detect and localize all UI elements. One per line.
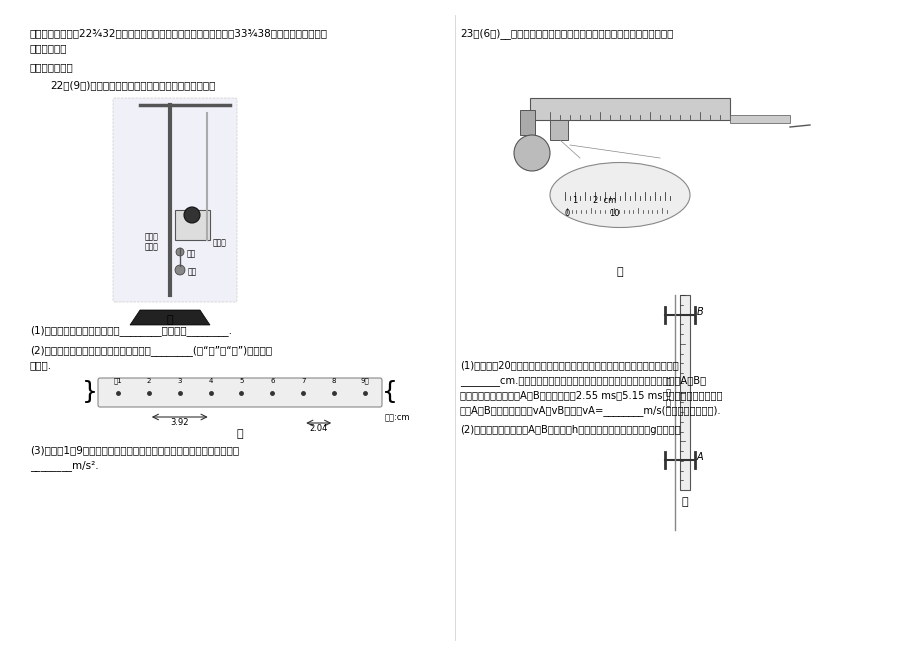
Text: 2.04: 2.04	[309, 424, 327, 433]
Text: 乙: 乙	[236, 429, 243, 439]
Ellipse shape	[550, 162, 689, 228]
Bar	[529, 98, 729, 120]
Text: 甲: 甲	[166, 315, 173, 325]
Text: 6: 6	[270, 378, 275, 385]
Text: 一纸带: 一纸带	[213, 238, 227, 247]
Bar	[729, 115, 789, 123]
Text: 3: 3	[177, 378, 182, 385]
Text: 1: 1	[572, 196, 577, 205]
FancyBboxPatch shape	[98, 378, 381, 407]
Bar	[550, 120, 567, 140]
Circle shape	[175, 265, 185, 275]
Text: 10: 10	[608, 209, 619, 218]
Text: B: B	[697, 307, 703, 317]
Polygon shape	[130, 310, 210, 325]
Text: 电火花
计时器: 电火花 计时器	[145, 232, 159, 252]
Bar	[175, 210, 210, 240]
FancyBboxPatch shape	[113, 98, 237, 302]
Text: 单位:cm: 单位:cm	[384, 413, 410, 422]
Text: 重物: 重物	[187, 268, 197, 276]
Text: 9乙: 9乙	[360, 378, 369, 385]
Text: 4: 4	[209, 378, 212, 385]
Circle shape	[184, 207, 199, 223]
Text: 7: 7	[301, 378, 305, 385]
Text: 乙: 乙	[681, 497, 687, 507]
Text: 计时装置测出小球通过A、B的时间分别为2.55 ms、5.15 ms，由此可知小球通过光: 计时装置测出小球通过A、B的时间分别为2.55 ms、5.15 ms，由此可知小…	[460, 390, 721, 400]
Bar	[679, 295, 689, 490]
Bar	[519, 110, 535, 135]
Text: (1)电火花计时器的工作电压为________，频率为________.: (1)电火花计时器的工作电压为________，频率为________.	[30, 325, 232, 336]
Text: 刻
度
尺: 刻 度 尺	[664, 378, 670, 408]
Text: 甲1: 甲1	[114, 378, 122, 385]
Bar	[519, 145, 535, 160]
Text: 据要求作答。: 据要求作答。	[30, 43, 67, 53]
Text: 三、非选择题：第22¾32题为必考题，每个试题考生都必须作答。第33¾38题为选考题，考生根: 三、非选择题：第22¾32题为必考题，每个试题考生都必须作答。第33¾38题为选…	[30, 28, 328, 38]
Text: 2: 2	[146, 378, 151, 385]
Text: (3)纸带上1至9各点为计时点，由纸带所示数据可算出实验时的加速度为: (3)纸带上1至9各点为计时点，由纸带所示数据可算出实验时的加速度为	[30, 445, 239, 455]
Text: 22、(9分)某同学用如图甲所示的装置测定重力加速度：: 22、(9分)某同学用如图甲所示的装置测定重力加速度：	[50, 80, 215, 90]
Text: 0: 0	[563, 209, 569, 218]
Text: }: }	[82, 380, 98, 404]
Text: (2)用刻度尺测出光电门A、B间的距离h，已知当地的重力加速度为g，只需比: (2)用刻度尺测出光电门A、B间的距离h，已知当地的重力加速度为g，只需比	[460, 425, 680, 435]
Text: 甲: 甲	[616, 267, 623, 277]
Text: (1)某同学用20分度的游标卡尺测量小球的直径，读数如图甲所示，小球直径为: (1)某同学用20分度的游标卡尺测量小球的直径，读数如图甲所示，小球直径为	[460, 360, 678, 370]
Text: 电门A、B时的速度分别为vA、vB，其中vA=________m/s(保留两位有效数字).: 电门A、B时的速度分别为vA、vB，其中vA=________m/s(保留两位有…	[460, 405, 720, 416]
Text: 3.92: 3.92	[170, 418, 188, 427]
Text: 2  cm: 2 cm	[593, 196, 616, 205]
Circle shape	[514, 135, 550, 171]
Text: ________cm.如图乙所示的弹射装置将小球竖直向上抛出，先后通过光电门A、B，: ________cm.如图乙所示的弹射装置将小球竖直向上抛出，先后通过光电门A、…	[460, 375, 706, 386]
Text: 相连接.: 相连接.	[30, 360, 52, 370]
Bar	[165, 105, 175, 113]
Text: 23、(6分)__某课外活动小组利用竖直上抛运动来验证机械能守恒定律：: 23、(6分)__某课外活动小组利用竖直上抛运动来验证机械能守恒定律：	[460, 28, 673, 39]
Text: A: A	[697, 452, 703, 462]
Text: ________m/s².: ________m/s².	[30, 460, 98, 471]
Text: 5: 5	[239, 378, 244, 385]
Text: 8: 8	[332, 378, 336, 385]
Text: 夹子: 夹子	[187, 250, 196, 259]
Text: {: {	[381, 380, 397, 404]
Text: （一）必考题：: （一）必考题：	[30, 62, 74, 72]
Circle shape	[176, 248, 184, 256]
Text: (2)打出的纸带如图乙所示，实验时纸带的________(填“甲”或“乙”)端和重物: (2)打出的纸带如图乙所示，实验时纸带的________(填“甲”或“乙”)端和…	[30, 345, 272, 356]
